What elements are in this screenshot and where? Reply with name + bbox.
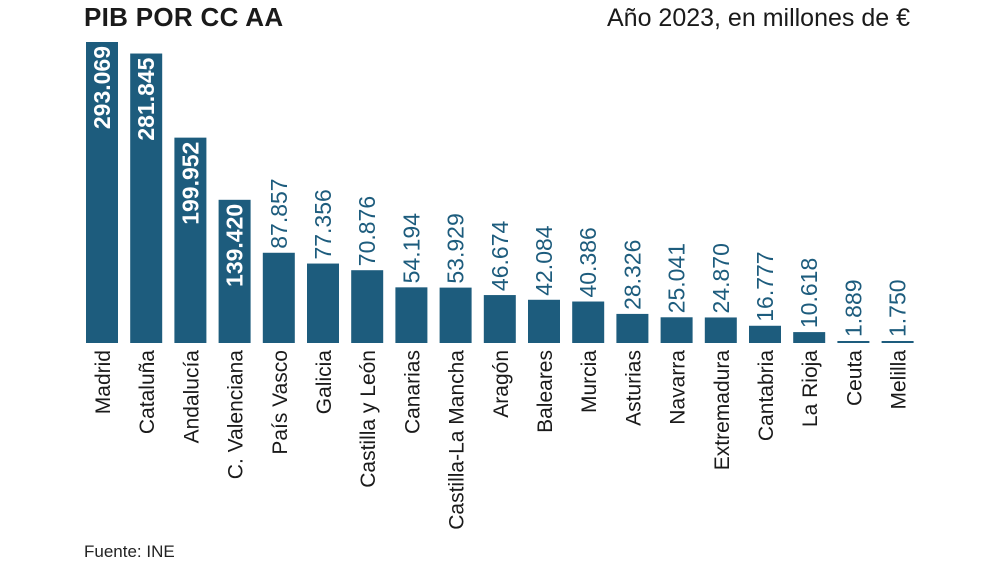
bars-layer xyxy=(86,42,914,344)
value-label-andalucia: 199.952 xyxy=(177,142,203,225)
chart-subtitle: Año 2023, en millones de € xyxy=(607,4,910,32)
bar-melilla xyxy=(881,341,914,343)
chart-title: PIB POR CC AA xyxy=(84,2,284,32)
value-label-castilla-y-leon: 70.876 xyxy=(354,196,380,266)
value-labels-layer: 293.069 281.845 199.952 139.420 87.857 77.356… xyxy=(89,46,911,337)
bar-navarra xyxy=(660,317,693,343)
bar-cataluna xyxy=(130,53,163,344)
value-label-baleares: 42.084 xyxy=(531,225,557,296)
category-label-pais-vasco: País Vasco xyxy=(269,350,292,455)
value-label-pais-vasco: 87.857 xyxy=(266,178,292,248)
value-label-castilla-la-mancha: 53.929 xyxy=(443,213,469,283)
category-label-madrid: Madrid xyxy=(92,350,115,414)
bar-madrid xyxy=(86,42,118,343)
category-label-murcia: Murcia xyxy=(578,350,601,413)
value-label-aragon: 46.674 xyxy=(487,221,513,292)
category-label-aragon: Aragón xyxy=(490,350,513,418)
category-label-cataluna: Cataluña xyxy=(136,350,159,434)
category-label-baleares: Baleares xyxy=(534,350,557,433)
value-label-cantabria: 16.777 xyxy=(752,251,778,321)
bar-cantabria xyxy=(749,325,781,343)
category-label-navarra: Navarra xyxy=(667,350,690,425)
category-label-extremadura: Extremadura xyxy=(711,350,734,471)
bar-aragon xyxy=(483,295,516,343)
bar-baleares xyxy=(528,299,560,343)
bar-asturias xyxy=(616,313,649,343)
bar-pais-vasco xyxy=(262,252,295,343)
value-label-cataluna: 281.845 xyxy=(133,57,159,140)
bar-extremadura xyxy=(704,317,737,343)
category-label-canarias: Canarias xyxy=(401,350,424,434)
value-label-galicia: 77.356 xyxy=(310,189,336,259)
category-label-asturias: Asturias xyxy=(622,350,645,426)
bar-castilla-la-mancha xyxy=(439,287,472,343)
category-label-galicia: Galicia xyxy=(313,350,336,415)
bar-andalucia xyxy=(174,137,207,343)
category-label-andalucia: Andalucía xyxy=(180,350,203,444)
value-label-murcia: 40.386 xyxy=(575,227,601,297)
category-label-la-rioja: La Rioja xyxy=(799,350,822,427)
bar-castilla-y-leon xyxy=(351,270,384,343)
category-label-cantabria: Cantabria xyxy=(755,350,778,441)
category-label-c-valenciana: C. Valenciana xyxy=(225,350,248,480)
value-label-la-rioja: 10.618 xyxy=(796,258,822,328)
value-label-navarra: 25.041 xyxy=(664,243,690,313)
category-labels-layer: Madrid Cataluña Andalucía C. Valenciana País… xyxy=(92,350,911,530)
value-label-c-valenciana: 139.420 xyxy=(222,204,248,287)
value-label-madrid: 293.069 xyxy=(89,46,115,129)
value-label-extremadura: 24.870 xyxy=(708,243,734,313)
category-label-castilla-y-leon: Castilla y León xyxy=(357,350,380,488)
value-label-canarias: 54.194 xyxy=(398,213,424,284)
chart-source: Fuente: INE xyxy=(84,542,175,561)
category-label-ceuta: Ceuta xyxy=(843,350,866,406)
value-label-ceuta: 1.889 xyxy=(840,279,866,337)
category-label-castilla-la-mancha: Castilla-La Mancha xyxy=(446,350,469,530)
category-label-melilla: Melilla xyxy=(888,350,911,410)
bar-canarias xyxy=(395,287,428,343)
bar-galicia xyxy=(307,263,339,343)
bar-murcia xyxy=(572,301,605,343)
bar-la-rioja xyxy=(793,332,826,343)
value-label-melilla: 1.750 xyxy=(885,279,911,337)
bar-ceuta xyxy=(837,341,870,343)
value-label-asturias: 28.326 xyxy=(619,240,645,310)
bar-c-valenciana xyxy=(218,199,251,343)
